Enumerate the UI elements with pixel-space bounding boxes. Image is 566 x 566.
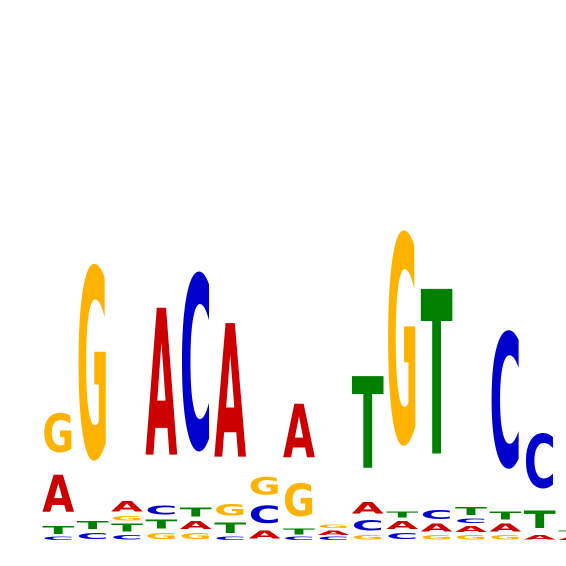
logo-letter-c: C xyxy=(42,536,74,541)
logo-letter-a: A xyxy=(455,525,487,535)
logo-letter-t: T xyxy=(524,505,557,534)
logo-letter-a: A xyxy=(317,529,349,536)
logo-letter-g: G xyxy=(214,501,246,520)
logo-letter-t: T xyxy=(455,506,487,518)
logo-letter-t: T xyxy=(145,518,178,532)
logo-letter-t: T xyxy=(111,522,143,534)
logo-letter-g: G xyxy=(455,534,487,541)
logo-letter-c: C xyxy=(386,532,418,541)
logo-letter-g: G xyxy=(352,534,384,541)
logo-letter-g: G xyxy=(77,215,109,519)
logo-letter-c: C xyxy=(455,517,487,524)
logo-letter-t: T xyxy=(77,520,109,532)
logo-letter-c: C xyxy=(249,501,281,529)
logo-letter-c: C xyxy=(421,508,453,522)
logo-letter-c: C xyxy=(317,536,349,541)
logo-letter-t: T xyxy=(421,246,453,508)
logo-letter-g: G xyxy=(42,403,74,464)
logo-letter-a: A xyxy=(524,534,556,541)
logo-letter-t: T xyxy=(180,506,213,520)
logo-letter-t: T xyxy=(214,520,246,536)
logo-letter-c: C xyxy=(489,297,521,510)
logo-letter-g: G xyxy=(249,472,281,501)
logo-letter-a: A xyxy=(180,520,213,532)
logo-letter-t: T xyxy=(489,511,521,523)
logo-letter-c: C xyxy=(77,532,109,541)
logo-letter-a: A xyxy=(283,390,315,475)
logo-letter-a: A xyxy=(489,522,522,534)
logo-letter-g: G xyxy=(317,524,349,529)
logo-letter-a: A xyxy=(249,529,282,541)
logo-letter-c: C xyxy=(111,534,143,541)
logo-letter-a: A xyxy=(386,520,419,532)
logo-letter-a: A xyxy=(145,269,177,503)
logo-letter-a: A xyxy=(111,499,143,516)
logo-letter-t: T xyxy=(386,510,418,519)
logo-letter-g: G xyxy=(283,474,315,526)
logo-letter-c: C xyxy=(180,228,212,505)
logo-letter-c: C xyxy=(352,517,384,534)
logo-letter-c: C xyxy=(283,536,315,541)
logo-letter-g: G xyxy=(386,177,418,509)
logo-letter-t: T xyxy=(352,353,384,499)
logo-letter-a: A xyxy=(214,288,246,500)
logo-letter-c: C xyxy=(214,536,246,541)
logo-letter-c: C xyxy=(145,503,177,517)
logo-letter-t: T xyxy=(558,529,566,536)
logo-letter-g: G xyxy=(145,532,177,542)
logo-letter-c: C xyxy=(524,421,556,506)
logo-letter-a: A xyxy=(42,465,74,524)
logo-letter-a: A xyxy=(558,536,566,541)
logo-letter-a: A xyxy=(352,499,385,518)
logo-letter-g: G xyxy=(111,515,143,522)
logo-letter-g: G xyxy=(489,534,521,541)
logo-letter-g: G xyxy=(421,534,453,541)
logo-letter-t: T xyxy=(283,527,315,536)
logo-stacks: CTAGCTGCTGAGTCAGATCCTGAACGCTGACAGGCATCAT… xyxy=(42,177,566,541)
logo-letter-t: T xyxy=(42,525,74,537)
logo-letter-g: G xyxy=(180,532,212,542)
logo-letter-a: A xyxy=(421,522,454,534)
